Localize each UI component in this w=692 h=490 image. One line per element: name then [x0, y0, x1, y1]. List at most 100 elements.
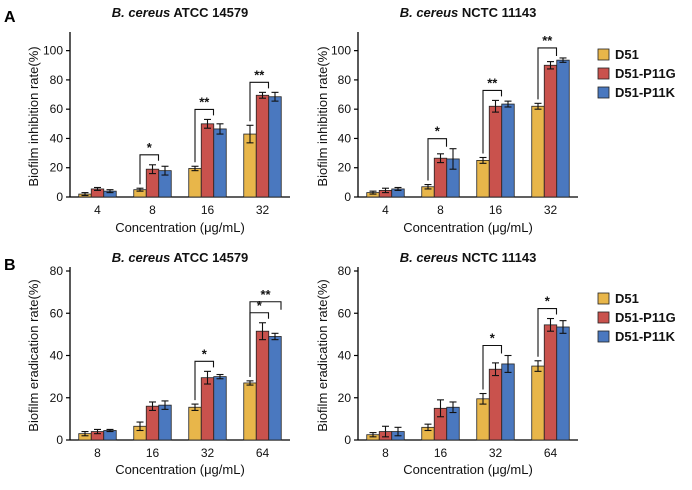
- bar-d51-p11g-32: [200, 377, 215, 441]
- bar-d51-p11g-64: [543, 324, 558, 441]
- bar-d51-p11g-32: [488, 368, 503, 441]
- significance-bracket: [482, 89, 503, 154]
- bar-d51-p11k-32: [501, 363, 515, 441]
- significance-bracket: [249, 81, 270, 122]
- legend-2: D51 D51-P11G D51-P11K: [597, 291, 676, 344]
- bar-d51-p11k-64: [556, 326, 570, 441]
- bar-d51-p11k-32: [556, 59, 570, 198]
- chart-title: B. cereus NCTC 11143: [400, 5, 537, 20]
- bar-d51-16: [188, 168, 202, 198]
- y-axis-title: Biofilm inhibition rate(%): [26, 46, 41, 186]
- x-tick-label: 4: [94, 203, 101, 217]
- x-tick-label: 64: [256, 446, 270, 460]
- x-tick-label: 8: [382, 446, 389, 460]
- bar-d51-p11g-32: [543, 64, 558, 198]
- x-axis-title: Concentration (μg/mL): [115, 462, 245, 477]
- legend-swatch-d51-p11g: [597, 67, 610, 80]
- y-tick-label: 40: [338, 349, 352, 363]
- y-tick-label: 60: [50, 306, 64, 320]
- significance-bracket: [482, 344, 503, 390]
- legend-swatch-d51: [597, 48, 610, 61]
- bar-d51-p11g-64: [255, 330, 270, 441]
- significance-label: **: [199, 94, 210, 109]
- x-tick-label: 16: [146, 446, 160, 460]
- y-tick-label: 80: [338, 264, 352, 278]
- bar-d51-32: [188, 406, 202, 441]
- significance-bracket: [249, 301, 282, 377]
- legend-swatch-d51-p11k: [597, 330, 610, 343]
- bar-d51-p11k-16: [213, 128, 227, 198]
- legend-label-d51: D51: [615, 291, 639, 306]
- x-tick-label: 4: [382, 203, 389, 217]
- bar-d51-32: [531, 105, 545, 198]
- panel-letter-a: A: [4, 9, 16, 26]
- x-axis-title: Concentration (μg/mL): [115, 220, 245, 235]
- x-tick-label: 16: [489, 203, 503, 217]
- chart-2: B. cereus NCTC 11143 0 20 40 60 80 100 4 8 16 32 Co…: [315, 5, 578, 235]
- bar-d51-p11g-16: [200, 123, 215, 198]
- significance-label: **: [542, 33, 553, 48]
- legend-swatch-d51-p11k: [597, 86, 610, 99]
- y-tick-label: 80: [50, 73, 64, 87]
- x-tick-label: 32: [201, 446, 215, 460]
- bar-d51-16: [476, 160, 490, 198]
- significance-bracket: [427, 138, 448, 181]
- y-tick-label: 20: [338, 391, 352, 405]
- bar-d51-p11g-32: [255, 94, 270, 198]
- y-tick-label: 20: [50, 391, 64, 405]
- y-tick-label: 100: [43, 44, 63, 58]
- y-tick-label: 100: [331, 44, 351, 58]
- y-tick-label: 20: [50, 161, 64, 175]
- y-tick-label: 0: [56, 433, 63, 447]
- chart-1: B. cereus ATCC 14579 0 20 40 60 80 100 4 8 16 32 Co…: [26, 5, 290, 235]
- significance-label: **: [260, 287, 271, 302]
- chart-title: B. cereus ATCC 14579: [112, 5, 249, 20]
- x-tick-label: 8: [94, 446, 101, 460]
- significance-bracket: [194, 360, 215, 401]
- x-tick-label: 16: [201, 203, 215, 217]
- x-tick-label: 16: [434, 446, 448, 460]
- chart-title: B. cereus ATCC 14579: [112, 250, 249, 265]
- legend-label-d51-p11k: D51-P11K: [615, 329, 676, 344]
- y-tick-label: 80: [50, 264, 64, 278]
- bar-d51-p11k-64: [268, 336, 282, 441]
- significance-bracket: [194, 108, 215, 163]
- legend-label-d51-p11g: D51-P11G: [615, 66, 676, 81]
- y-axis-title: Biofilm inhibition rate(%): [315, 46, 330, 186]
- y-tick-label: 40: [50, 131, 64, 145]
- chart-4: B. cereus NCTC 11143 0 20 40 60 80 8 16 32 64 Conc…: [315, 250, 578, 477]
- y-axis-title: Biofilm eradication rate(%): [315, 279, 330, 431]
- bar-d51-p11k-32: [213, 376, 227, 441]
- y-tick-label: 40: [338, 131, 352, 145]
- x-tick-label: 8: [149, 203, 156, 217]
- significance-label: *: [257, 298, 263, 313]
- y-axis-title: Biofilm eradication rate(%): [26, 279, 41, 431]
- significance-bracket: [139, 154, 160, 185]
- y-tick-label: 40: [50, 349, 64, 363]
- significance-label: **: [254, 67, 265, 82]
- x-tick-label: 64: [544, 446, 558, 460]
- x-axis-title: Concentration (μg/mL): [403, 462, 533, 477]
- bar-d51-64: [531, 365, 545, 441]
- y-tick-label: 0: [344, 433, 351, 447]
- legend-1: D51 D51-P11G D51-P11K: [597, 47, 676, 100]
- bar-d51-32: [243, 133, 257, 198]
- x-tick-label: 32: [544, 203, 558, 217]
- significance-bracket: [537, 47, 558, 100]
- chart-3: B. cereus ATCC 14579 0 20 40 60 80 8 16 32 64 Conc…: [26, 250, 290, 477]
- significance-label: **: [487, 75, 498, 90]
- panel-letter-b: B: [4, 257, 16, 274]
- legend-label-d51-p11g: D51-P11G: [615, 310, 676, 325]
- significance-label: *: [147, 140, 153, 155]
- significance-label: *: [202, 346, 208, 361]
- significance-bracket: [537, 307, 558, 357]
- significance-label: *: [435, 124, 441, 139]
- significance-label: *: [490, 331, 496, 346]
- y-tick-label: 0: [344, 190, 351, 204]
- bar-d51-p11k-16: [501, 103, 515, 198]
- bar-d51-64: [243, 382, 257, 441]
- significance-label: *: [545, 294, 551, 309]
- bar-d51-p11g-8: [433, 157, 448, 198]
- y-tick-label: 80: [338, 73, 352, 87]
- y-tick-label: 60: [338, 102, 352, 116]
